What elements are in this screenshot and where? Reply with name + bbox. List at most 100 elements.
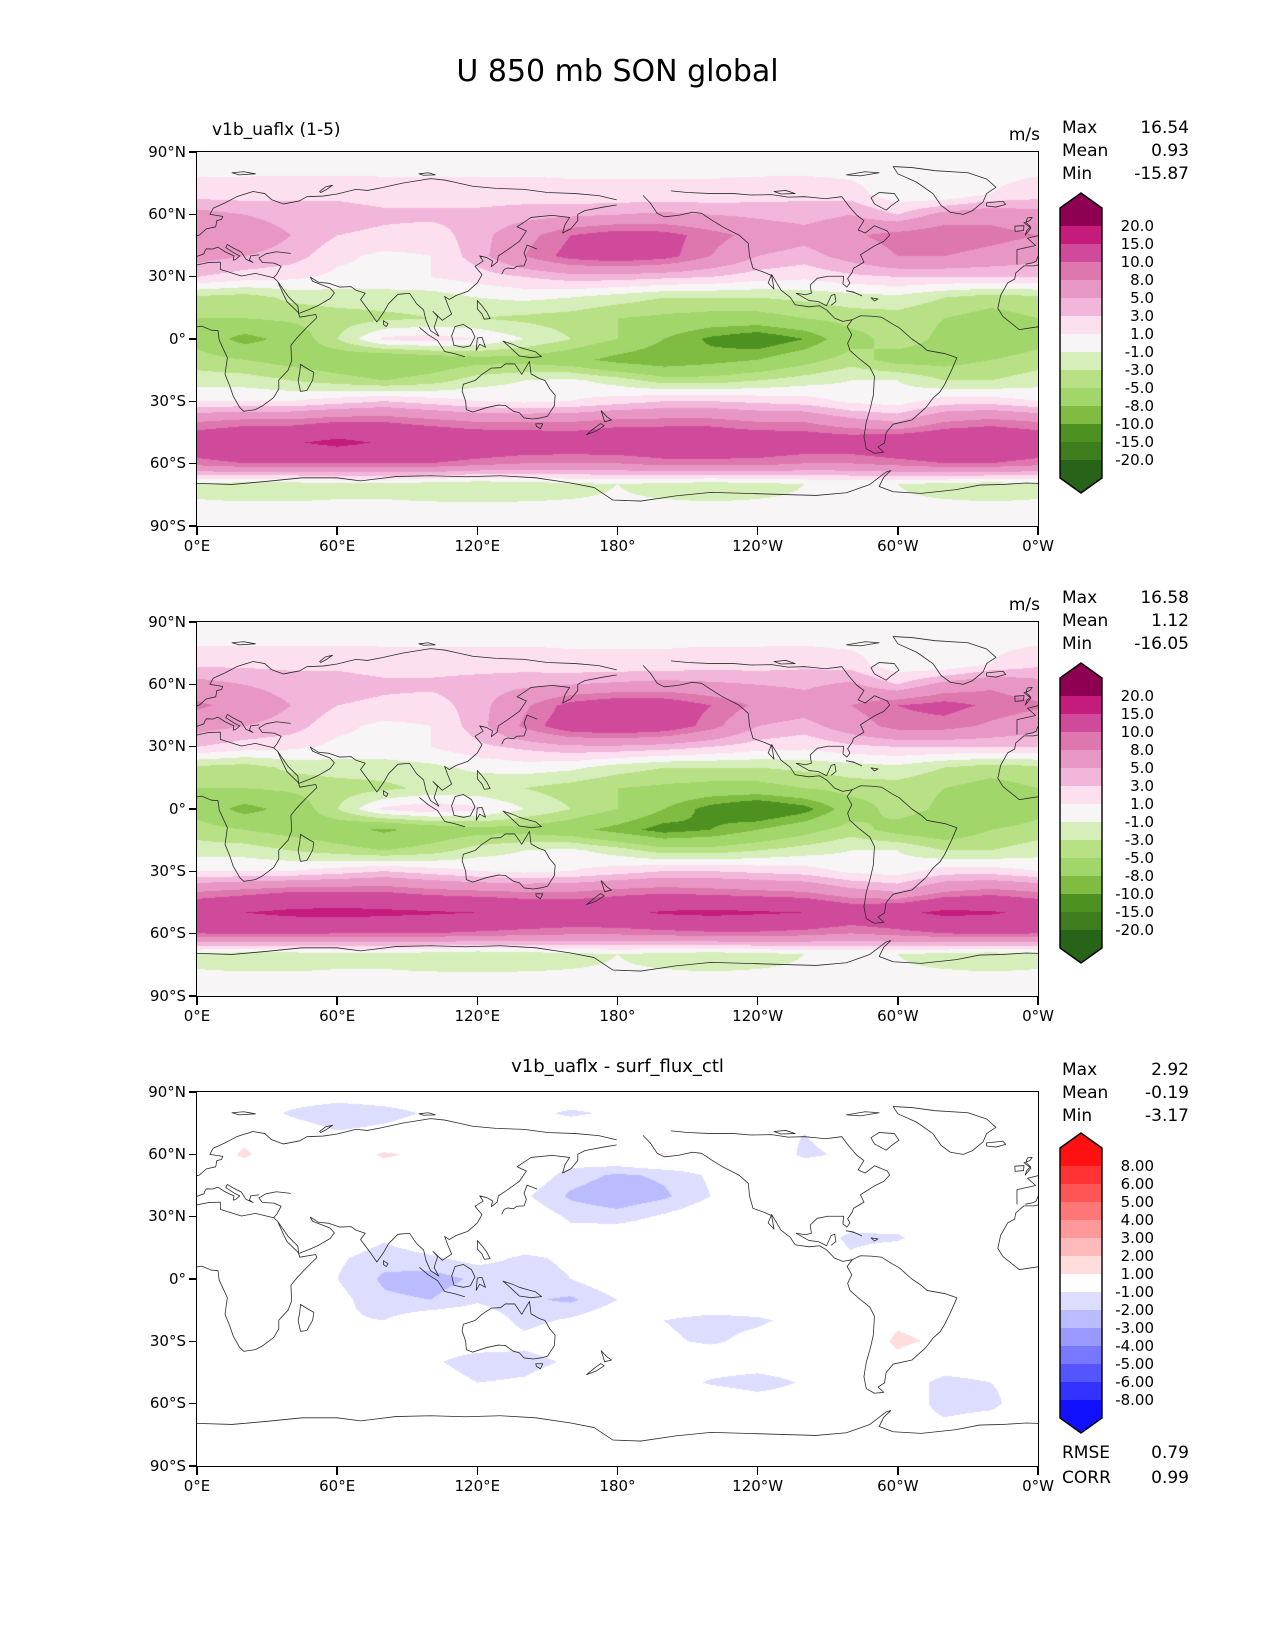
coastline-overlay	[197, 1092, 1038, 1466]
lat-tick	[189, 1091, 197, 1093]
lat-tick-label: 0°	[168, 329, 186, 348]
lon-tick	[336, 527, 338, 535]
colorbar-tick-label: -8.00	[1115, 1390, 1154, 1409]
colorbar-tick-label: 15.0	[1120, 704, 1154, 723]
colorbar-tick-label: -20.0	[1115, 450, 1154, 469]
units-label: m/s	[1008, 595, 1040, 615]
lon-tick-label: 120°W	[732, 1477, 784, 1495]
lat-tick	[189, 932, 197, 935]
lon-tick-label: 120°E	[454, 1477, 501, 1495]
stat-min: Min -3.17	[1062, 1106, 1189, 1126]
stats-block: Max 16.58 Mean 1.12 Min -16.05	[1062, 587, 1189, 656]
colorbar-tick-label: 20.0	[1120, 686, 1154, 705]
colorbar-tick-label: -20.0	[1115, 920, 1154, 939]
colorbar-tick-label: -3.00	[1115, 1318, 1154, 1337]
colorbar-tick-label: 15.0	[1120, 234, 1154, 253]
lat-tick	[189, 621, 197, 623]
lon-tick-label: 0°E	[183, 1477, 211, 1495]
colorbar-tick-label: -10.0	[1115, 884, 1154, 903]
lat-tick-label: 60°S	[149, 454, 186, 473]
colorbar-tick-label: 10.0	[1120, 722, 1154, 741]
colorbar-tick-label: -6.00	[1115, 1372, 1154, 1391]
lat-tick-label: 90°S	[149, 516, 186, 535]
lon-tick-label: 120°E	[454, 537, 501, 555]
lat-tick-label: 30°N	[148, 1207, 186, 1226]
lon-tick-label: 0°W	[1022, 1007, 1054, 1025]
colorbar-tick-label: 5.0	[1130, 288, 1154, 307]
colorbar-tick-label: 6.00	[1120, 1174, 1154, 1193]
map-plot-area	[195, 620, 1039, 997]
lon-tick-label: 60°E	[319, 1477, 356, 1495]
lat-tick	[189, 1215, 197, 1218]
colorbar-tick-label: -15.0	[1115, 432, 1154, 451]
lat-tick	[189, 870, 197, 873]
lon-tick	[616, 1467, 619, 1475]
colorbar-tick-label: -3.0	[1124, 360, 1154, 379]
colorbar-tick-label: 10.0	[1120, 252, 1154, 271]
lon-tick	[1037, 1467, 1039, 1475]
contour-field-canvas	[196, 621, 1038, 996]
lat-tick-label: 30°S	[149, 1331, 186, 1350]
lon-tick-label: 180°	[599, 1007, 636, 1025]
contour-field-canvas	[196, 151, 1038, 526]
lat-tick-label: 60°S	[149, 924, 186, 943]
stat-mean: Mean -0.19	[1062, 1083, 1189, 1103]
lon-tick-label: 120°E	[454, 1007, 501, 1025]
stat-max: Max 16.58	[1062, 588, 1189, 608]
lat-tick	[189, 151, 197, 153]
lat-tick-label: 60°N	[148, 674, 186, 693]
stat-min: Min -15.87	[1062, 164, 1189, 184]
lat-tick-label: 30°S	[149, 861, 186, 880]
lon-tick-label: 60°E	[319, 1007, 356, 1025]
stats-block: Max 16.54 Mean 0.93 Min -15.87	[1062, 117, 1189, 186]
map-plot-area	[195, 150, 1039, 527]
lon-tick	[476, 997, 479, 1005]
lon-tick	[196, 1467, 198, 1475]
lat-tick	[189, 1153, 197, 1156]
lon-tick-label: 0°E	[183, 537, 211, 555]
colorbar-tick-label: 1.0	[1130, 794, 1154, 813]
lat-tick	[189, 525, 197, 527]
lon-tick	[336, 997, 338, 1005]
lat-tick-label: 0°	[168, 799, 186, 818]
colorbar-tick-label: 8.0	[1130, 740, 1154, 759]
lon-tick-label: 180°	[599, 537, 636, 555]
stat-max: Max 2.92	[1062, 1060, 1189, 1080]
lat-tick	[189, 1340, 197, 1343]
panel-title: v1b_uaflx (1-5)	[212, 120, 341, 140]
lat-tick	[189, 213, 197, 216]
lon-tick-label: 120°W	[732, 537, 784, 555]
colorbar-tick-label: 8.0	[1130, 270, 1154, 289]
lat-tick-label: 90°N	[148, 142, 186, 161]
colorbar-tick-label: -5.0	[1124, 848, 1154, 867]
lon-tick	[897, 997, 899, 1005]
stat-mean: Mean 0.93	[1062, 141, 1189, 161]
colorbar-tick-label: -8.0	[1124, 396, 1154, 415]
colorbar-tick-label: -5.00	[1115, 1354, 1154, 1373]
colorbar-tick-label: -2.00	[1115, 1300, 1154, 1319]
lat-tick-label: 60°N	[148, 204, 186, 223]
colorbar-tick-label: 2.00	[1120, 1246, 1154, 1265]
contour-field-canvas	[196, 1091, 1038, 1466]
lon-tick-label: 120°W	[732, 1007, 784, 1025]
colorbar-tick-label: -10.0	[1115, 414, 1154, 433]
lon-tick	[756, 1467, 759, 1475]
lon-tick-label: 0°W	[1022, 537, 1054, 555]
lat-tick-label: 90°N	[148, 1082, 186, 1101]
lat-tick-label: 60°S	[149, 1394, 186, 1413]
page-title: U 850 mb SON global	[456, 54, 779, 89]
lon-tick-label: 60°W	[877, 1007, 919, 1025]
lat-tick-label: 30°N	[148, 267, 186, 286]
colorbar-tick-label: 1.00	[1120, 1264, 1154, 1283]
colorbar-tick-label: 3.00	[1120, 1228, 1154, 1247]
rmse-row: RMSE 0.79	[1062, 1443, 1189, 1463]
panel-title: v1b_uaflx - surf_flux_ctl	[511, 1056, 724, 1077]
lon-tick	[756, 997, 759, 1005]
lon-tick-label: 0°W	[1022, 1477, 1054, 1495]
colorbar-bar	[1059, 192, 1103, 494]
colorbar-bar	[1059, 662, 1103, 964]
lat-tick-label: 30°S	[149, 391, 186, 410]
coastline-overlay	[197, 622, 1038, 996]
colorbar-tick-label: 3.0	[1130, 776, 1154, 795]
